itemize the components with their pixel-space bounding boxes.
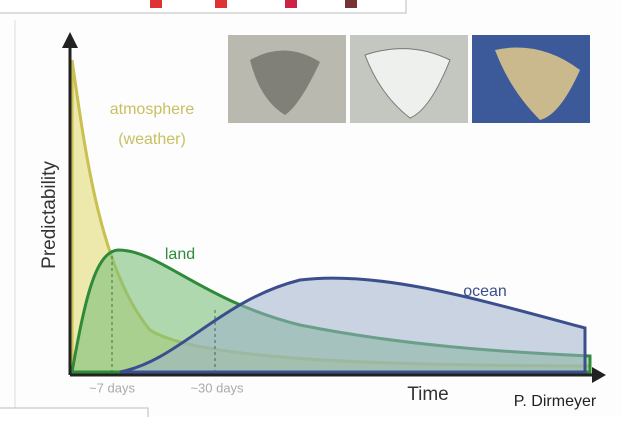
credit: P. Dirmeyer [514,393,597,410]
page: Predictability Time P. Dirmeyer atmosphe… [0,0,621,417]
curve-label: ocean [463,283,507,300]
curve-label: atmosphere [110,101,195,118]
curve-label: (weather) [118,131,186,148]
toolbar-icon [285,0,297,8]
toolbar-icon [345,0,357,8]
bottom-panel [0,408,148,417]
marker-label: ~30 days [190,380,244,395]
y-axis-label: Predictability [39,161,60,269]
toolbar-icon [150,0,162,8]
marker-label: ~7 days [89,380,135,395]
toolbar-icon [215,0,227,8]
curve-label: land [165,246,195,263]
x-axis-label: Time [407,384,449,405]
diagram: Predictability Time P. Dirmeyer atmosphe… [0,0,621,417]
